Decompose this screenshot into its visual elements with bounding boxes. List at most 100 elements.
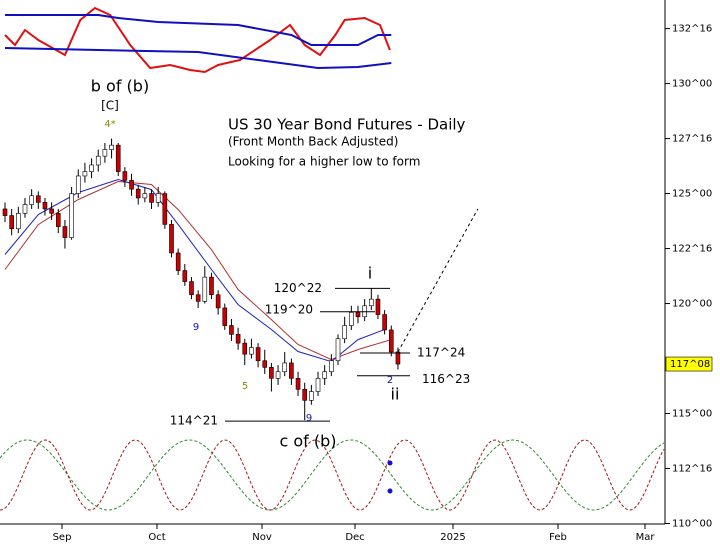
candle-body (289, 362, 294, 379)
candle-body (368, 298, 374, 307)
cycle-line (0, 439, 665, 511)
candle-body (295, 378, 301, 390)
wave-label: 5 (242, 381, 248, 392)
candle-body (315, 378, 321, 392)
candle-body (349, 312, 354, 326)
y-tick-label: 130^00 (672, 79, 712, 90)
candle-body (175, 252, 181, 271)
candle-body (355, 312, 361, 318)
candle-body (142, 193, 148, 199)
candle-body (95, 155, 101, 166)
level-label: 114^21 (170, 414, 218, 428)
candle-body (189, 281, 194, 296)
x-tick-label: Feb (549, 532, 567, 543)
candle-body (82, 171, 88, 177)
candle-body (235, 334, 241, 344)
candle-body (62, 226, 68, 238)
candle-body (115, 144, 121, 172)
y-tick-label: 122^16 (672, 244, 712, 255)
last-price-box (665, 356, 713, 372)
candle-body (22, 204, 28, 214)
candle-body (49, 208, 54, 214)
wave-label: 9 (306, 413, 312, 424)
candle-body (122, 171, 128, 181)
y-tick-label: 115^00 (672, 409, 712, 420)
cycle-line (0, 439, 665, 511)
candle-body (322, 371, 327, 379)
cycle-dot (387, 488, 393, 494)
candle-body (69, 193, 74, 238)
candle-body (375, 298, 381, 315)
candle-body (2, 208, 8, 216)
candle-body (229, 325, 234, 335)
candle-body (195, 294, 201, 302)
wave-label: 2 (387, 375, 393, 386)
candle-body (335, 338, 341, 362)
candle-body (342, 325, 347, 340)
wave-label: 9 (193, 322, 199, 333)
candle-body (275, 371, 281, 379)
y-tick-label: 120^00 (672, 299, 712, 310)
candle-body (209, 276, 214, 296)
candle-body (242, 342, 248, 355)
x-tick-label: Oct (148, 532, 165, 543)
candle-body (302, 389, 308, 401)
wave-label: i (368, 264, 372, 283)
candle-body (362, 305, 367, 318)
candle-body (29, 195, 34, 205)
wave-label: b of (b) (91, 77, 149, 96)
oscillator-line (5, 14, 392, 46)
chart-note: Looking for a higher low to form (228, 155, 420, 169)
oscillator-line (4, 47, 392, 70)
candle-body (149, 193, 154, 203)
candle-body (262, 360, 268, 368)
candle-body (249, 347, 254, 355)
y-tick-label: 127^16 (672, 134, 712, 145)
candle-body (109, 144, 114, 150)
level-label: 117^24 (417, 346, 465, 360)
candle-body (382, 314, 387, 331)
candle-body (395, 351, 401, 365)
candle-body (222, 307, 228, 326)
candle-body (42, 202, 48, 210)
candle-body (255, 347, 261, 362)
chart-title: US 30 Year Bond Futures - Daily (228, 116, 466, 134)
candle-body (75, 175, 81, 194)
candle-body (89, 164, 94, 172)
candle-body (102, 149, 108, 157)
candle-body (388, 329, 394, 353)
y-tick-label: 125^00 (672, 189, 712, 200)
last-price-label: 117^08 (670, 359, 710, 370)
wave-label: [C] (101, 99, 119, 113)
candle-body (202, 276, 208, 302)
chart-subtitle: (Front Month Back Adjusted) (228, 135, 398, 149)
wave-label: 4* (104, 119, 115, 130)
candle-body (282, 362, 288, 373)
candle-body (309, 391, 314, 401)
x-tick-label: Nov (252, 532, 272, 543)
candle-body (35, 195, 41, 203)
y-tick-label: 112^16 (672, 464, 712, 475)
y-tick-label: 110^00 (672, 519, 712, 530)
candle-body (16, 213, 21, 230)
wave-label: c of (b) (279, 432, 336, 451)
candle-body (329, 360, 334, 373)
level-label: 116^23 (422, 372, 470, 386)
x-tick-label: Dec (345, 532, 364, 543)
oscillator-line (4, 6, 391, 74)
cycle-dot (387, 460, 393, 466)
x-tick-label: 2025 (440, 532, 465, 543)
candle-body (269, 367, 274, 379)
x-tick-label: Sep (53, 532, 72, 543)
candle-body (135, 188, 141, 199)
candle-body (129, 180, 134, 190)
level-label: 120^22 (274, 281, 322, 295)
candle-body (155, 193, 161, 203)
candle-body (182, 270, 188, 282)
candle-body (162, 193, 168, 225)
candle-body (55, 213, 61, 227)
y-tick-label: 132^16 (672, 24, 712, 35)
candle-body (215, 294, 221, 309)
